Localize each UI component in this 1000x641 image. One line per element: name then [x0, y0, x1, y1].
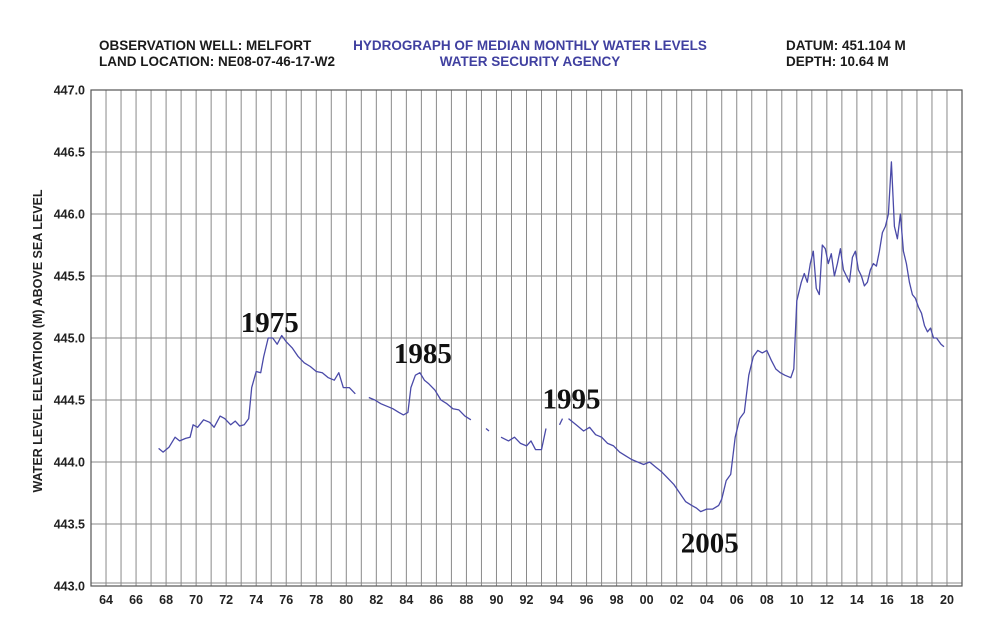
chart-title: HYDROGRAPH OF MEDIAN MONTHLY WATER LEVEL…: [353, 38, 707, 53]
axes: 443.0 443.5 444.0 444.5 445.0 445.5 446.0 446.5…: [54, 84, 963, 607]
series-line-segment: [558, 418, 564, 426]
y-tick-label: 444.0: [54, 456, 85, 470]
plot-frame: [90, 89, 963, 587]
x-tick-label: 04: [700, 593, 714, 607]
y-tick-label: 443.0: [54, 580, 85, 594]
y-tick-label: 445.0: [54, 332, 85, 346]
grid-lines: [90, 89, 963, 587]
x-tick-label: 00: [640, 593, 654, 607]
y-tick-label: 446.5: [54, 146, 85, 160]
x-tick-label: 70: [189, 593, 203, 607]
x-tick-label: 96: [580, 593, 594, 607]
depth-value: DEPTH: 10.64 M: [786, 54, 889, 69]
x-tick-label: 90: [490, 593, 504, 607]
agency-name: WATER SECURITY AGENCY: [439, 54, 621, 69]
y-tick-label: 447.0: [54, 84, 85, 98]
x-tick-label: 86: [429, 593, 443, 607]
x-tick-label: 02: [670, 593, 684, 607]
land-location: LAND LOCATION: NE08-07-46-17-W2: [99, 54, 336, 69]
year-annotation: 1975: [241, 307, 299, 339]
y-tick-label: 445.5: [54, 270, 85, 284]
x-tick-label: 68: [159, 593, 173, 607]
x-tick-label: 88: [459, 593, 473, 607]
x-tick-label: 16: [880, 593, 894, 607]
x-tick-label: 66: [129, 593, 143, 607]
y-tick-label: 444.5: [54, 394, 85, 408]
x-tick-label: 18: [910, 593, 924, 607]
x-tick-label: 94: [550, 593, 564, 607]
x-tick-label: 98: [610, 593, 624, 607]
x-tick-label: 74: [249, 593, 263, 607]
series-line-segment: [485, 428, 490, 432]
y-tick-label: 446.0: [54, 208, 85, 222]
series-line-segment: [368, 372, 472, 421]
x-tick-label: 08: [760, 593, 774, 607]
y-tick-label: 443.5: [54, 518, 85, 532]
water-level-series: [158, 161, 945, 513]
x-tick-label: 72: [219, 593, 233, 607]
x-tick-label: 20: [940, 593, 954, 607]
well-name: OBSERVATION WELL: MELFORT: [99, 38, 312, 53]
x-tick-label: 80: [339, 593, 353, 607]
x-tick-label: 06: [730, 593, 744, 607]
x-tick-label: 12: [820, 593, 834, 607]
x-tick-label: 14: [850, 593, 864, 607]
x-tick-label: 78: [309, 593, 323, 607]
x-tick-label: 92: [520, 593, 534, 607]
year-annotation: 1985: [394, 338, 452, 370]
well-info: OBSERVATION WELL: MELFORT LAND LOCATION:…: [99, 38, 335, 70]
year-annotations: 1975 1985 1995 2005: [241, 307, 739, 560]
series-line-segment: [158, 334, 356, 453]
y-axis-label: WATER LEVEL ELEVATION (M) ABOVE SEA LEVE…: [31, 189, 45, 492]
x-tick-label: 76: [279, 593, 293, 607]
chart-title-block: HYDROGRAPH OF MEDIAN MONTHLY WATER LEVEL…: [330, 38, 730, 70]
x-tick-label: 64: [99, 593, 113, 607]
datum-value: DATUM: 451.104 M: [786, 38, 906, 53]
x-tick-label: 84: [399, 593, 413, 607]
series-line-segment: [500, 428, 547, 451]
datum-info: DATUM: 451.104 M DEPTH: 10.64 M: [786, 38, 906, 70]
series-line-segment: [568, 161, 945, 513]
year-annotation: 1995: [543, 384, 601, 416]
x-tick-label: 10: [790, 593, 804, 607]
x-tick-label: 82: [369, 593, 383, 607]
year-annotation: 2005: [681, 528, 739, 560]
